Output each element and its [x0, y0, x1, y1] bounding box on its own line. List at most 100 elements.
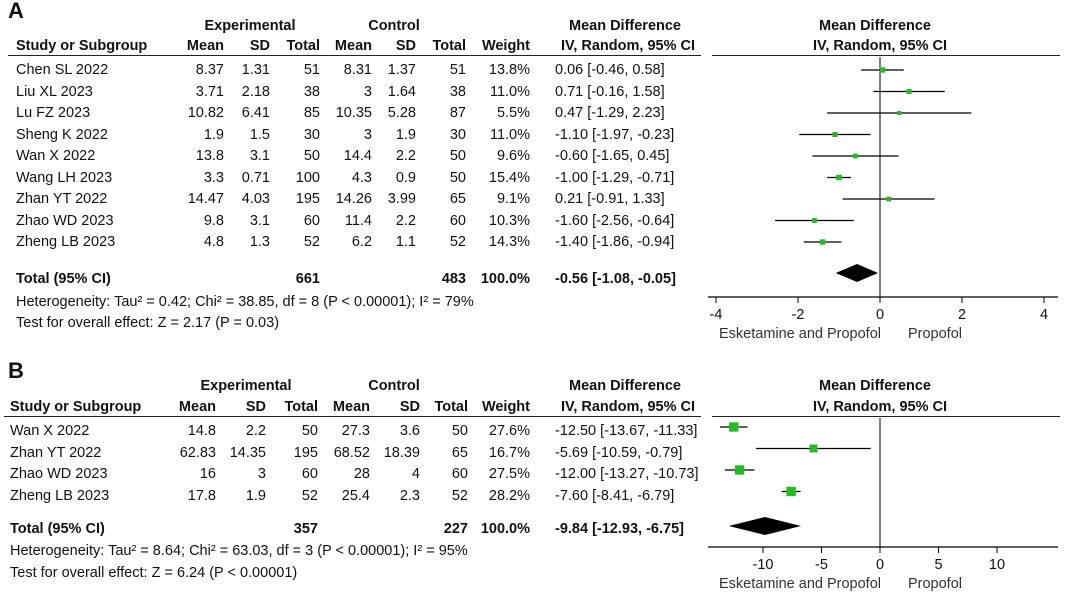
ctl-mean: 14.4	[343, 148, 372, 164]
ctl-sd: 4	[411, 466, 420, 482]
ctl-mean: 14.26	[335, 191, 372, 207]
exp-sd: 1.31	[241, 62, 270, 78]
header-study: Study or Subgroup	[10, 399, 142, 415]
weight: 27.6%	[488, 423, 530, 439]
favours-right-label: Propofol	[908, 576, 962, 592]
header-rule-plot	[712, 416, 1060, 417]
ctl-mean: 4.3	[351, 169, 372, 186]
ctl-total: 51	[449, 62, 466, 78]
overall-effect-text: Test for overall effect: Z = 6.24 (P < 0…	[10, 565, 298, 581]
ctl-total: 60	[451, 466, 468, 482]
point-estimate-marker	[786, 486, 796, 497]
header-exp-mean: Mean	[186, 38, 224, 54]
exp-total: 30	[303, 126, 320, 143]
weight: 28.2%	[488, 487, 530, 504]
ctl-mean: 6.2	[351, 234, 372, 250]
point-estimate-marker	[897, 110, 902, 116]
ctl-sd: 2.2	[395, 148, 416, 164]
ctl-sd: 3.6	[399, 423, 420, 439]
ctl-total: 52	[451, 487, 468, 504]
point-estimate-marker	[879, 67, 886, 73]
exp-total: 85	[303, 105, 320, 121]
ctl-sd: 3.99	[387, 191, 416, 207]
header-mean-difference: Mean Difference	[568, 18, 681, 34]
ctl-sd: 1.9	[395, 126, 416, 143]
study-name: Zhao WD 2023	[10, 466, 108, 482]
total-ci: -0.56 [-1.08, -0.05]	[555, 271, 676, 287]
header-control: Control	[368, 378, 420, 394]
favours-right-label: Propofol	[908, 326, 962, 342]
weight: 14.3%	[488, 234, 530, 250]
exp-mean: 10.82	[187, 105, 224, 121]
exp-total: 51	[303, 62, 320, 78]
point-estimate-marker	[853, 153, 858, 159]
header-md-sub: IV, Random, 95% CI	[560, 38, 696, 54]
ctl-total: 60	[449, 212, 466, 229]
header-ctl-mean: Mean	[332, 399, 370, 415]
exp-mean: 13.8	[195, 148, 224, 164]
ci-text: 0.06 [-0.46, 0.58]	[555, 62, 665, 78]
heterogeneity-text: Heterogeneity: Tau² = 8.64; Chi² = 63.03…	[10, 543, 468, 559]
ctl-sd: 1.64	[387, 83, 416, 100]
header-study: Study or Subgroup	[16, 38, 148, 54]
exp-sd: 3.1	[249, 148, 270, 164]
ctl-total: 65	[449, 191, 466, 207]
ctl-sd: 2.3	[399, 487, 420, 504]
heterogeneity-text: Heterogeneity: Tau² = 0.42; Chi² = 38.85…	[16, 294, 474, 310]
ci-text: 0.21 [-0.91, 1.33]	[555, 191, 665, 207]
total-exp: 661	[295, 271, 320, 287]
ctl-total: 50	[451, 423, 468, 439]
x-tick-label: 2	[958, 307, 966, 323]
ctl-total: 50	[449, 169, 466, 186]
point-estimate-marker	[819, 239, 826, 245]
ctl-sd: 1.37	[387, 62, 416, 78]
exp-total: 60	[303, 212, 320, 229]
ctl-sd: 0.9	[395, 169, 416, 186]
forest-panel-a: A Experimental Control Mean Difference M…	[8, 0, 1060, 342]
ctl-sd: 1.1	[395, 234, 416, 250]
study-name: Zhan YT 2022	[16, 191, 108, 207]
weight: 15.4%	[488, 169, 530, 186]
x-tick-label: -10	[753, 557, 774, 573]
ctl-mean: 3	[363, 83, 372, 100]
header-exp-sd: SD	[245, 399, 266, 415]
header-ctl-total: Total	[432, 38, 466, 54]
ctl-total: 50	[449, 148, 466, 164]
x-tick-label: -2	[792, 307, 805, 323]
exp-sd: 3	[257, 466, 266, 482]
exp-sd: 6.41	[241, 105, 270, 121]
ci-text: -1.40 [-1.86, -0.94]	[555, 234, 675, 250]
weight: 13.8%	[488, 62, 530, 78]
ctl-sd: 5.28	[387, 105, 416, 121]
study-name: Zheng LB 2023	[10, 487, 110, 504]
panel-label: B	[8, 358, 24, 383]
point-estimate-marker	[836, 174, 842, 181]
exp-mean: 4.8	[203, 234, 224, 250]
exp-total: 52	[303, 234, 320, 250]
exp-mean: 3.3	[203, 169, 224, 186]
ctl-mean: 27.3	[341, 423, 370, 439]
header-experimental: Experimental	[200, 378, 292, 394]
exp-sd: 1.9	[245, 487, 266, 504]
forest-plot-b: -10 -5 0 5 10 Esketamine and Propofol Propofol	[708, 418, 1058, 592]
x-tick-label: 0	[876, 307, 884, 323]
weight: 27.5%	[488, 466, 530, 482]
x-tick-label: -4	[710, 307, 723, 323]
point-estimate-marker	[734, 465, 745, 475]
ctl-mean: 28	[353, 466, 370, 482]
exp-mean: 3.71	[195, 83, 224, 100]
exp-sd: 2.18	[241, 83, 270, 100]
x-tick-label: 10	[989, 557, 1005, 573]
header-md-sub: IV, Random, 95% CI	[560, 399, 696, 415]
ctl-total: 38	[449, 83, 466, 100]
exp-total: 50	[301, 423, 318, 439]
total-label: Total (95% CI)	[10, 521, 105, 537]
exp-total: 52	[301, 487, 318, 504]
exp-sd: 14.35	[229, 444, 266, 461]
exp-mean: 62.83	[179, 444, 216, 461]
ctl-total: 65	[451, 444, 468, 461]
total-ci: -9.84 [-12.93, -6.75]	[555, 521, 684, 537]
ctl-total: 87	[449, 105, 466, 121]
ci-text: -7.60 [-8.41, -6.79]	[555, 487, 675, 504]
exp-sd: 2.2	[245, 423, 266, 439]
